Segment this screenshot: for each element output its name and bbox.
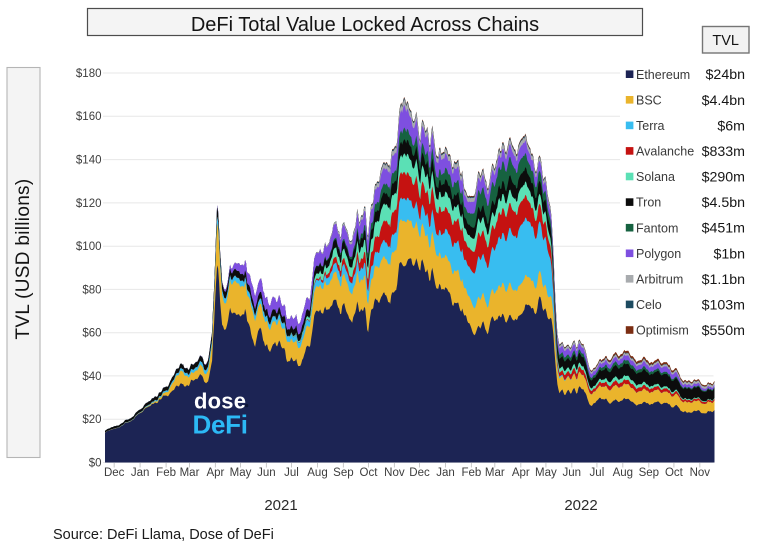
svg-text:Oct: Oct	[360, 467, 379, 479]
svg-text:$20: $20	[82, 414, 101, 426]
svg-text:Fantom: Fantom	[636, 221, 678, 235]
svg-text:$180: $180	[76, 68, 102, 80]
svg-text:Avalanche: Avalanche	[636, 145, 694, 159]
svg-text:$1.1bn: $1.1bn	[702, 272, 745, 288]
svg-text:2022: 2022	[564, 497, 597, 514]
svg-text:$60: $60	[82, 328, 101, 340]
svg-text:TVL: TVL	[712, 33, 739, 49]
svg-text:$80: $80	[82, 284, 101, 296]
svg-text:Optimism: Optimism	[636, 324, 689, 338]
svg-text:$24bn: $24bn	[706, 67, 745, 83]
svg-text:Oct: Oct	[665, 467, 684, 479]
svg-text:$550m: $550m	[702, 323, 745, 339]
svg-text:$100: $100	[76, 241, 102, 253]
svg-text:$40: $40	[82, 371, 101, 383]
svg-text:$6m: $6m	[717, 118, 745, 134]
svg-text:Sep: Sep	[639, 467, 659, 479]
svg-text:$140: $140	[76, 155, 102, 167]
svg-text:$1bn: $1bn	[713, 246, 745, 262]
svg-text:Apr: Apr	[512, 467, 530, 479]
svg-text:2021: 2021	[264, 497, 297, 514]
svg-text:Mar: Mar	[180, 467, 200, 479]
svg-text:DeFi: DeFi	[193, 410, 248, 440]
svg-text:$0: $0	[89, 457, 102, 469]
svg-text:May: May	[535, 467, 557, 479]
svg-text:Aug: Aug	[613, 467, 633, 479]
svg-text:$103m: $103m	[702, 297, 745, 313]
svg-text:Jun: Jun	[563, 467, 582, 479]
svg-text:DeFi Total Value Locked Across: DeFi Total Value Locked Across Chains	[191, 14, 539, 36]
svg-text:Feb: Feb	[461, 467, 481, 479]
svg-text:$160: $160	[76, 111, 102, 123]
svg-text:Apr: Apr	[206, 467, 224, 479]
svg-text:Nov: Nov	[690, 467, 711, 479]
svg-text:Feb: Feb	[156, 467, 176, 479]
svg-text:Jun: Jun	[257, 467, 276, 479]
svg-text:Celo: Celo	[636, 298, 662, 312]
svg-text:Nov: Nov	[384, 467, 405, 479]
svg-text:Arbitrum: Arbitrum	[636, 272, 683, 286]
svg-text:TVL (USD billions): TVL (USD billions)	[13, 179, 34, 340]
svg-text:May: May	[230, 467, 252, 479]
svg-text:$451m: $451m	[702, 221, 745, 237]
svg-text:Aug: Aug	[307, 467, 327, 479]
svg-text:Jul: Jul	[590, 467, 605, 479]
svg-text:Dec: Dec	[409, 467, 430, 479]
svg-text:Terra: Terra	[636, 119, 665, 133]
svg-text:BSC: BSC	[636, 93, 662, 107]
svg-text:Solana: Solana	[636, 170, 675, 184]
svg-text:$4.4bn: $4.4bn	[702, 93, 745, 109]
svg-text:Jul: Jul	[284, 467, 299, 479]
svg-text:Tron: Tron	[636, 196, 661, 210]
svg-text:Polygon: Polygon	[636, 247, 681, 261]
svg-text:dose: dose	[194, 389, 246, 414]
svg-text:$833m: $833m	[702, 144, 745, 160]
svg-text:$120: $120	[76, 198, 102, 210]
svg-text:$290m: $290m	[702, 170, 745, 186]
svg-text:Jan: Jan	[131, 467, 150, 479]
svg-text:$4.5bn: $4.5bn	[702, 195, 745, 211]
svg-text:Source: DeFi Llama, Dose of De: Source: DeFi Llama, Dose of DeFi	[53, 527, 274, 543]
svg-text:Dec: Dec	[104, 467, 125, 479]
svg-text:Jan: Jan	[436, 467, 455, 479]
svg-text:Mar: Mar	[485, 467, 505, 479]
svg-text:Sep: Sep	[333, 467, 353, 479]
svg-text:Ethereum: Ethereum	[636, 68, 690, 82]
